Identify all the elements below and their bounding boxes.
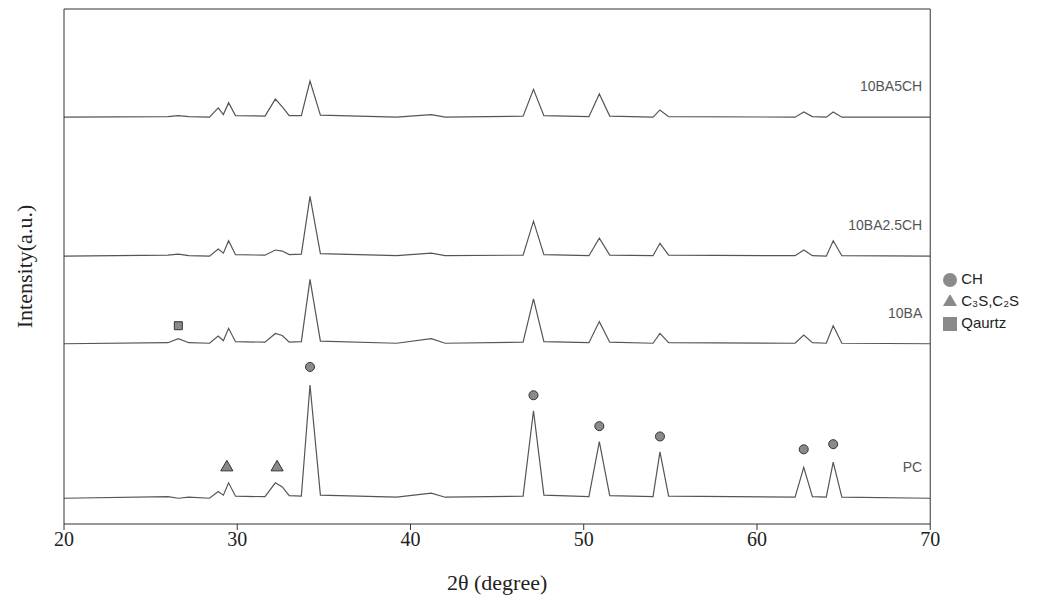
svg-text:60: 60	[747, 528, 767, 550]
svg-text:70: 70	[920, 528, 940, 550]
svg-text:10BA5CH: 10BA5CH	[860, 78, 922, 94]
svg-text:20: 20	[54, 528, 74, 550]
svg-text:10BA2.5CH: 10BA2.5CH	[848, 217, 922, 233]
svg-text:50: 50	[574, 528, 594, 550]
svg-text:40: 40	[400, 528, 420, 550]
svg-text:2θ (degree): 2θ (degree)	[447, 570, 547, 595]
html-text:C₃S,C₂S: C₃S,C₂S	[961, 292, 1019, 309]
svg-text:10BA: 10BA	[888, 305, 923, 321]
svg-text:30: 30	[227, 528, 247, 550]
html-text:Qaurtz: Qaurtz	[961, 314, 1007, 331]
svg-text:Intensity(a.u.): Intensity(a.u.)	[12, 205, 37, 328]
html-text:CH: CH	[961, 270, 983, 287]
svg-text:PC: PC	[903, 459, 922, 475]
